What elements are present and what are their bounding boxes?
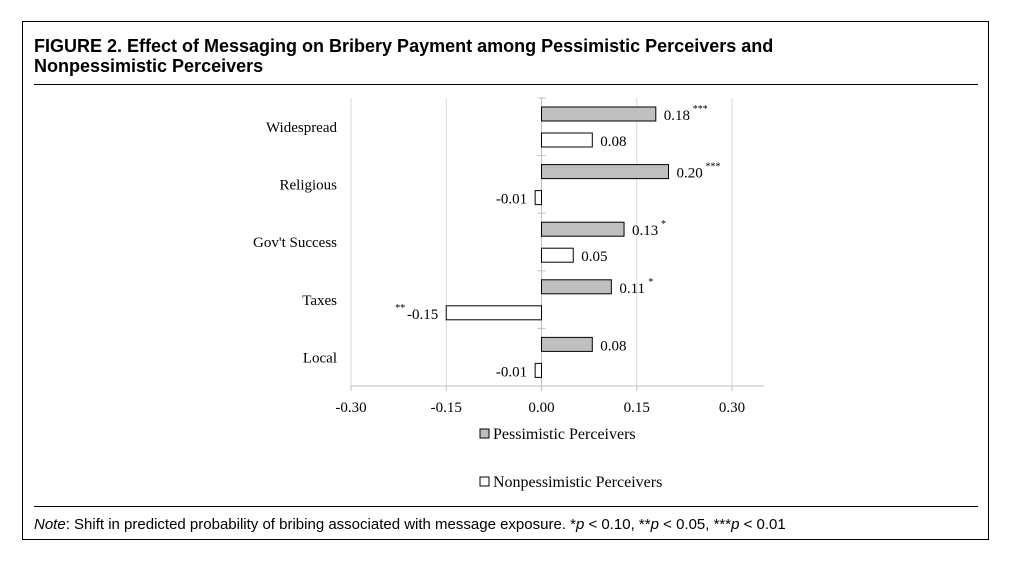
x-tick-label-4: 0.30 <box>719 400 745 416</box>
x-tick-label-1: -0.15 <box>431 400 462 416</box>
note-p3: p <box>731 516 740 533</box>
note-label: Note <box>34 516 66 533</box>
legend-label-0: Pessimistic Perceivers <box>493 426 636 443</box>
data-label-0-1: 0.20 <box>677 166 703 182</box>
data-label-1-0: 0.08 <box>600 134 626 150</box>
note-t3: < 0.01 <box>739 516 786 533</box>
x-tick-label-2: 0.00 <box>528 400 554 416</box>
legend-label-1: Nonpessimistic Perceivers <box>493 474 662 491</box>
data-label-1-1: -0.01 <box>496 192 527 208</box>
figure-note: Note: Shift in predicted probability of … <box>34 516 786 533</box>
data-label-0-3: 0.11 <box>619 281 645 297</box>
data-label-0-4: 0.08 <box>600 338 626 354</box>
bar-0-0 <box>541 106 657 122</box>
note-p2: p <box>650 516 659 533</box>
data-label-1-2: 0.05 <box>581 249 607 265</box>
x-tick-label-0: -0.30 <box>335 400 366 416</box>
x-tick-label-3: 0.15 <box>624 400 650 416</box>
legend-swatch-1 <box>479 476 490 487</box>
bar-0-1 <box>541 164 669 180</box>
category-label-3: Taxes <box>302 293 337 309</box>
legend-swatch-0 <box>479 428 490 439</box>
note-text: : Shift in predicted probability of brib… <box>65 516 576 533</box>
data-label-1-3: -0.15 <box>407 307 438 323</box>
significance-label-0-1: *** <box>706 162 721 173</box>
bar-1-2 <box>541 247 574 263</box>
note-t2: < 0.05, *** <box>658 516 732 533</box>
note-p1: p <box>575 516 585 533</box>
note-rule <box>34 506 978 507</box>
bar-0-2 <box>541 221 625 237</box>
figure-frame: FIGURE 2. Effect of Messaging on Bribery… <box>22 21 989 540</box>
category-label-4: Local <box>303 350 337 366</box>
significance-label-0-2: * <box>661 219 666 230</box>
data-label-0-0: 0.18 <box>664 108 690 124</box>
note-t1: < 0.10, ** <box>584 516 651 533</box>
category-label-1: Religious <box>279 178 337 194</box>
bar-1-1 <box>534 190 543 206</box>
bar-1-0 <box>541 132 593 148</box>
category-label-2: Gov't Success <box>253 235 337 251</box>
bar-0-3 <box>541 279 612 295</box>
figure-title: FIGURE 2. Effect of Messaging on Bribery… <box>34 36 974 76</box>
significance-label-0-3: * <box>648 277 653 288</box>
category-label-0: Widespread <box>266 120 338 136</box>
bar-0-4 <box>541 336 593 352</box>
title-rule <box>34 84 978 85</box>
bar-1-4 <box>534 362 543 378</box>
significance-label-1-3: ** <box>395 303 405 314</box>
figure-title-line1: FIGURE 2. Effect of Messaging on Bribery… <box>34 36 774 56</box>
data-label-0-2: 0.13 <box>632 223 658 239</box>
bar-1-3 <box>445 305 542 321</box>
data-label-1-4: -0.01 <box>496 364 527 380</box>
significance-label-0-0: *** <box>693 104 708 115</box>
figure-title-line2: Nonpessimistic Perceivers <box>34 56 264 76</box>
